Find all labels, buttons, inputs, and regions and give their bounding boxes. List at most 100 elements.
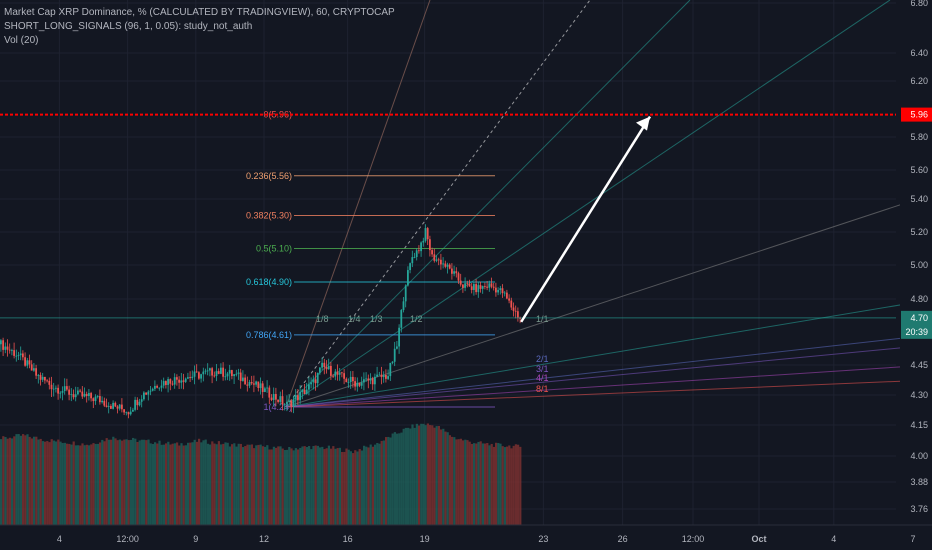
candle-body — [459, 280, 462, 285]
candle-body — [473, 284, 475, 290]
candle-body — [268, 387, 271, 398]
candle-body — [226, 373, 229, 377]
current-price-label: 4.70 — [910, 313, 928, 323]
arrow-line[interactable] — [520, 115, 652, 323]
volume-bar — [162, 444, 165, 525]
volume-bar — [380, 440, 383, 525]
volume-bar — [112, 436, 115, 525]
candle-body — [336, 371, 339, 375]
volume-bar — [475, 443, 478, 525]
candle-body — [312, 379, 315, 383]
candle-body — [402, 301, 405, 311]
candle-body — [426, 228, 429, 240]
target-price-tag — [901, 107, 932, 122]
candle-body — [160, 385, 163, 388]
candle-body — [418, 250, 420, 252]
candle-body — [176, 377, 178, 380]
volume-bar — [477, 441, 480, 525]
fan-line[interactable] — [285, 0, 891, 408]
volume-bar — [330, 448, 333, 525]
candle-body — [277, 399, 279, 402]
candle-body — [211, 368, 213, 376]
volume-bar — [316, 445, 319, 525]
volume-bar — [231, 444, 234, 525]
candle-body — [246, 384, 249, 386]
fan-line[interactable] — [285, 334, 931, 408]
fan-line[interactable] — [285, 364, 931, 408]
volume-bar — [125, 439, 128, 525]
fan-line[interactable] — [285, 344, 931, 408]
candle-body — [385, 374, 387, 379]
legend-volume[interactable]: Vol (20) — [4, 35, 39, 46]
candle-body — [68, 389, 70, 395]
fan-label: 1/8 — [316, 314, 329, 324]
legend-symbol[interactable]: Market Cap XRP Dominance, % (CALCULATED … — [4, 7, 395, 18]
volume-bar — [239, 443, 242, 525]
fan-line[interactable] — [285, 379, 931, 408]
volume-bar — [85, 444, 88, 525]
candle-body — [367, 378, 370, 381]
candle-body — [266, 387, 268, 389]
volume-bar — [209, 444, 212, 525]
volume-bar — [184, 445, 187, 525]
candle-body — [457, 273, 460, 281]
volume-bar — [147, 439, 150, 525]
fan-line[interactable] — [285, 0, 431, 408]
candle-body — [165, 381, 167, 385]
volume-bar — [81, 443, 84, 525]
candle-body — [466, 283, 469, 285]
volume-bar — [19, 435, 22, 525]
candle-body — [253, 383, 255, 385]
volume-bar — [481, 443, 484, 525]
price-axis[interactable]: 6.80 6.40 6.20 5.80 5.60 5.40 5.20 5.00 4.80 4.45… — [900, 0, 932, 550]
volume-bar — [213, 443, 216, 525]
fan-line[interactable] — [285, 0, 691, 408]
volume-bar — [134, 438, 137, 525]
legend-study[interactable]: SHORT_LONG_SIGNALS (96, 1, 0.05): study_… — [4, 21, 253, 32]
volume-bar — [253, 448, 256, 525]
candle-body — [453, 271, 455, 274]
y-tick-label: 4.00 — [910, 451, 928, 461]
volume-bar — [59, 441, 62, 525]
candle-body — [231, 370, 233, 377]
fan-line[interactable] — [285, 194, 931, 408]
candle-body — [437, 259, 440, 261]
candle-body — [55, 387, 57, 389]
volume-bar — [393, 432, 396, 525]
price-axis-bg — [900, 0, 932, 550]
x-tick-label: 12:00 — [116, 534, 139, 544]
y-tick-label: 6.40 — [910, 48, 928, 58]
x-tick-label: 26 — [618, 534, 628, 544]
candle-body — [118, 404, 121, 409]
candle-body — [228, 370, 231, 374]
candle-body — [369, 378, 372, 381]
candle-body — [382, 374, 385, 378]
candle-body — [121, 404, 123, 410]
candle-body — [213, 375, 216, 377]
time-axis[interactable]: 4 12:00 9 12 16 19 23 26 12:00 Oct 4 7 — [0, 524, 932, 550]
candle-body — [272, 394, 275, 400]
volume-bar — [110, 439, 113, 525]
volume-bar — [446, 432, 449, 525]
volume-bar — [341, 451, 344, 525]
volume-bar — [466, 440, 469, 525]
candle-body — [435, 259, 438, 261]
candle-body — [479, 285, 482, 289]
candle-body — [39, 375, 42, 380]
candle-body — [420, 242, 422, 252]
y-tick-label: 5.80 — [910, 132, 928, 142]
candle-body — [88, 393, 90, 397]
candle-body — [24, 357, 26, 366]
fan-line[interactable] — [285, 0, 591, 408]
volume-bar — [349, 451, 352, 525]
volume-bar — [303, 446, 306, 525]
volume-bar — [90, 444, 93, 525]
candle-body — [440, 259, 442, 265]
candle-body — [517, 311, 519, 318]
candle-body — [264, 388, 266, 392]
volume-bar — [440, 429, 443, 525]
candle-body — [431, 250, 433, 255]
candle-body — [338, 372, 341, 375]
x-tick-label: 23 — [538, 534, 548, 544]
